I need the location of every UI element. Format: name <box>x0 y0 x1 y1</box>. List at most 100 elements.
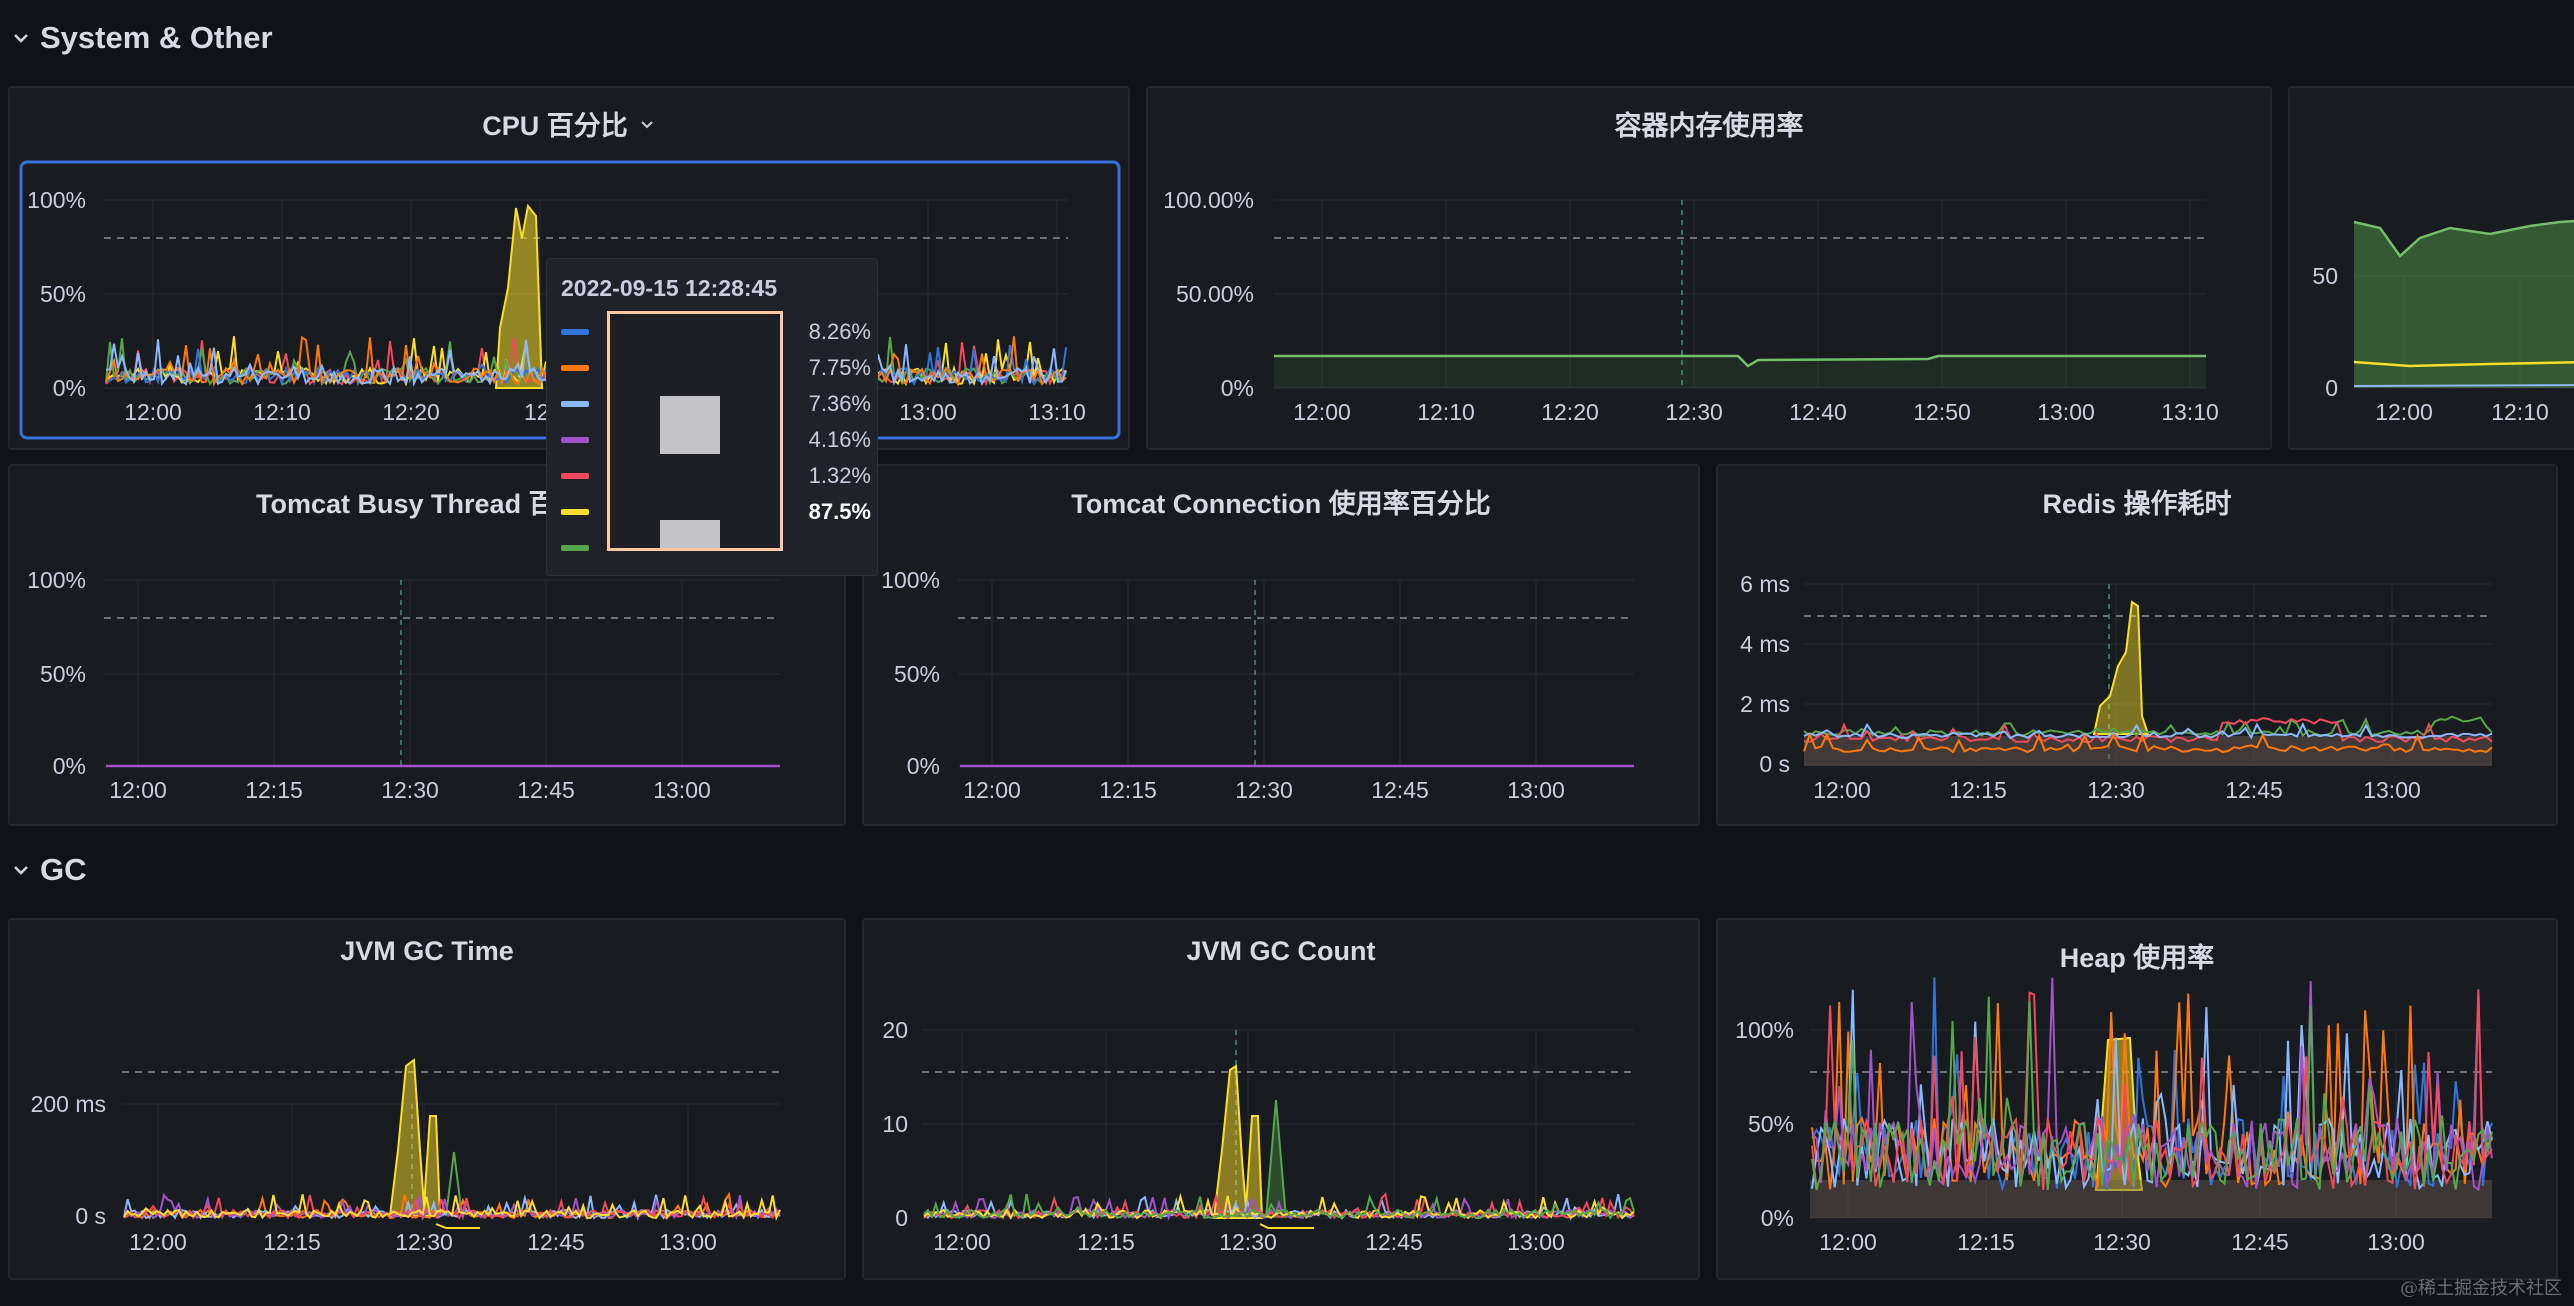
panel-gc-time[interactable]: JVM GC Time 200 ms 0 s 12:00 12:15 12:30 12:4… <box>8 918 846 1280</box>
y-tick-label: 200 ms <box>31 1091 106 1117</box>
y-tick-label: 50% <box>894 661 940 687</box>
x-tick-label: 12:45 <box>517 777 575 803</box>
chart-partial[interactable]: 50 0 12:00 12:10 <box>2290 88 2574 450</box>
x-tick-label: 12:15 <box>1949 777 2007 803</box>
x-tick-label: 12:30 <box>2087 777 2145 803</box>
x-tick-label: 12:00 <box>933 1229 991 1255</box>
x-tick-label: 12:50 <box>1913 399 1971 425</box>
panel-title: Tomcat Connection 使用率百分比 <box>864 482 1698 521</box>
x-tick-label: 12:15 <box>263 1229 321 1255</box>
chart-tomcat-busy[interactable]: 100% 50% 0% 12:00 12:15 12:30 12:45 13:00 <box>10 466 846 826</box>
tooltip-row: 7.36% <box>561 387 871 423</box>
panel-title-text: Heap 使用率 <box>2059 943 2215 973</box>
tooltip-row <box>561 531 871 567</box>
chart-memory[interactable]: 100.00% 50.00% 0% 12:00 12:10 12:20 12:30 12:40… <box>1148 88 2272 450</box>
panel-redis[interactable]: Redis 操作耗时 6 ms 4 ms 2 ms 0 s 12:00 12:15 12:3… <box>1716 464 2558 826</box>
tooltip-row: 1.32% <box>561 459 871 495</box>
x-tick-label: 12:45 <box>1371 777 1429 803</box>
x-tick-label: 12:00 <box>109 777 167 803</box>
chart-redis[interactable]: 6 ms 4 ms 2 ms 0 s 12:00 12:15 12:30 12:45 13:00 <box>1718 466 2558 826</box>
y-tick-label: 0 <box>2325 375 2338 401</box>
heap-band <box>1810 1180 2492 1218</box>
panel-tomcat-busy[interactable]: Tomcat Busy Thread 百 100% 50% 0% 12:00 12:15… <box>8 464 846 826</box>
x-tick-label: 12:00 <box>963 777 1021 803</box>
panel-partial[interactable]: 50 0 12:00 12:10 <box>2288 86 2574 450</box>
panel-title-text: Tomcat Connection 使用率百分比 <box>1071 489 1491 519</box>
tooltip-value: 7.75% <box>808 355 871 380</box>
x-tick-label: 12:30 <box>1665 399 1723 425</box>
chart-cpu[interactable]: 100%50%0%12:00 12:10 12:20 12: 13:00 13:10 <box>10 88 1130 450</box>
x-tick-label: 12:10 <box>2491 399 2549 425</box>
tooltip-row: 7.75% <box>561 351 871 387</box>
y-tick-label: 0% <box>1221 375 1254 401</box>
y-tick-label: 0% <box>1761 1205 1794 1231</box>
memory-series <box>1274 354 2206 368</box>
gc-time-spike <box>388 1058 442 1217</box>
y-tick-label: 100% <box>881 567 940 593</box>
tooltip-time: 2022-09-15 12:28:45 <box>561 275 778 301</box>
y-tick-label: 50.00% <box>1176 281 1254 307</box>
y-tick-label: 4 ms <box>1740 631 1790 657</box>
x-tick-label: 12:00 <box>1819 1229 1877 1255</box>
tooltip-value: 87.5% <box>808 499 871 524</box>
chevron-down-icon <box>641 120 653 128</box>
panel-heap[interactable]: Heap 使用率 100% 50% 0% 12:00 12:15 12:30 12:45 13… <box>1716 918 2558 1280</box>
x-tick-label: 12:30 <box>381 777 439 803</box>
x-tick-label: 13:00 <box>2363 777 2421 803</box>
tooltip-value: 4.16% <box>808 427 871 452</box>
chart-tomcat-connection[interactable]: 100% 50% 0% 12:00 12:15 12:30 12:45 13:00 <box>864 466 1700 826</box>
chart-heap[interactable]: 100% 50% 0% 12:00 12:15 12:30 12:45 13:00 <box>1718 920 2558 1280</box>
panel-title[interactable]: CPU 百分比 <box>10 104 1128 143</box>
panel-memory[interactable]: 容器内存使用率 100.00% 50.00% 0% 12:00 12:10 12:20 12… <box>1146 86 2272 450</box>
panel-title: JVM GC Count <box>864 936 1698 967</box>
panel-tomcat-connection[interactable]: Tomcat Connection 使用率百分比 100% 50% 0% 12:00 1… <box>862 464 1700 826</box>
panel-title: Redis 操作耗时 <box>1718 482 2556 521</box>
tooltip-value: 7.36% <box>808 391 871 416</box>
panel-title-text: CPU 百分比 <box>482 111 628 141</box>
row-header-system[interactable]: System & Other <box>10 20 273 56</box>
gc-time-green-spike <box>445 1151 463 1217</box>
tooltip-legend-box <box>607 311 783 551</box>
series-swatch <box>561 365 589 371</box>
x-tick-label: 12:45 <box>2231 1229 2289 1255</box>
gc-count-spike <box>1212 1064 1264 1219</box>
x-tick-label: 12:20 <box>1541 399 1599 425</box>
panel-gc-count[interactable]: JVM GC Count 20 10 0 12:00 12:15 12:30 12:45 13… <box>862 918 1700 1280</box>
series-swatch <box>561 509 589 515</box>
y-tick-label: 50% <box>40 661 86 687</box>
x-tick-label: 12:45 <box>1365 1229 1423 1255</box>
x-tick-label: 12:00 <box>1293 399 1351 425</box>
series-swatch <box>561 545 589 551</box>
x-tick-label: 12:30 <box>2093 1229 2151 1255</box>
x-tick-label: 12:30 <box>1219 1229 1277 1255</box>
chart-gc-count[interactable]: 20 10 0 12:00 12:15 12:30 12:45 13:00 <box>864 920 1700 1280</box>
x-tick-label: 13:10 <box>1028 399 1086 425</box>
y-tick-label: 0% <box>907 753 940 779</box>
x-tick-label: 13:00 <box>1507 1229 1565 1255</box>
y-tick-label: 2 ms <box>1740 691 1790 717</box>
x-tick-label: 13:00 <box>653 777 711 803</box>
gc-time-yellow-tail <box>435 1223 480 1229</box>
x-tick-label: 12:15 <box>1957 1229 2015 1255</box>
x-tick-label: 12:45 <box>2225 777 2283 803</box>
y-tick-label: 100% <box>1735 1017 1794 1043</box>
gc-time-series <box>123 1194 781 1221</box>
row-title: GC <box>40 852 87 887</box>
redis-orange-series <box>1803 731 2493 754</box>
redis-spike-series <box>2092 600 2150 735</box>
gc-count-series <box>923 1192 1635 1221</box>
panel-title: Heap 使用率 <box>1718 936 2556 975</box>
y-tick-label: 0 s <box>75 1203 106 1229</box>
y-tick-label: 6 ms <box>1740 571 1790 597</box>
chart-gc-time[interactable]: 200 ms 0 s 12:00 12:15 12:30 12:45 13:00 <box>10 920 846 1280</box>
y-tick-label: 50 <box>2312 263 2338 289</box>
x-tick-label: 12:10 <box>253 399 311 425</box>
y-tick-label: 100% <box>27 187 86 213</box>
x-tick-label: 12:00 <box>1813 777 1871 803</box>
row-header-gc[interactable]: GC <box>10 852 87 888</box>
panel-title-text: Redis 操作耗时 <box>2042 489 2232 519</box>
panel-title: 容器内存使用率 <box>1148 104 2270 143</box>
partial-fill <box>2354 221 2574 388</box>
y-tick-label: 20 <box>882 1017 908 1043</box>
x-tick-label: 12:30 <box>395 1229 453 1255</box>
